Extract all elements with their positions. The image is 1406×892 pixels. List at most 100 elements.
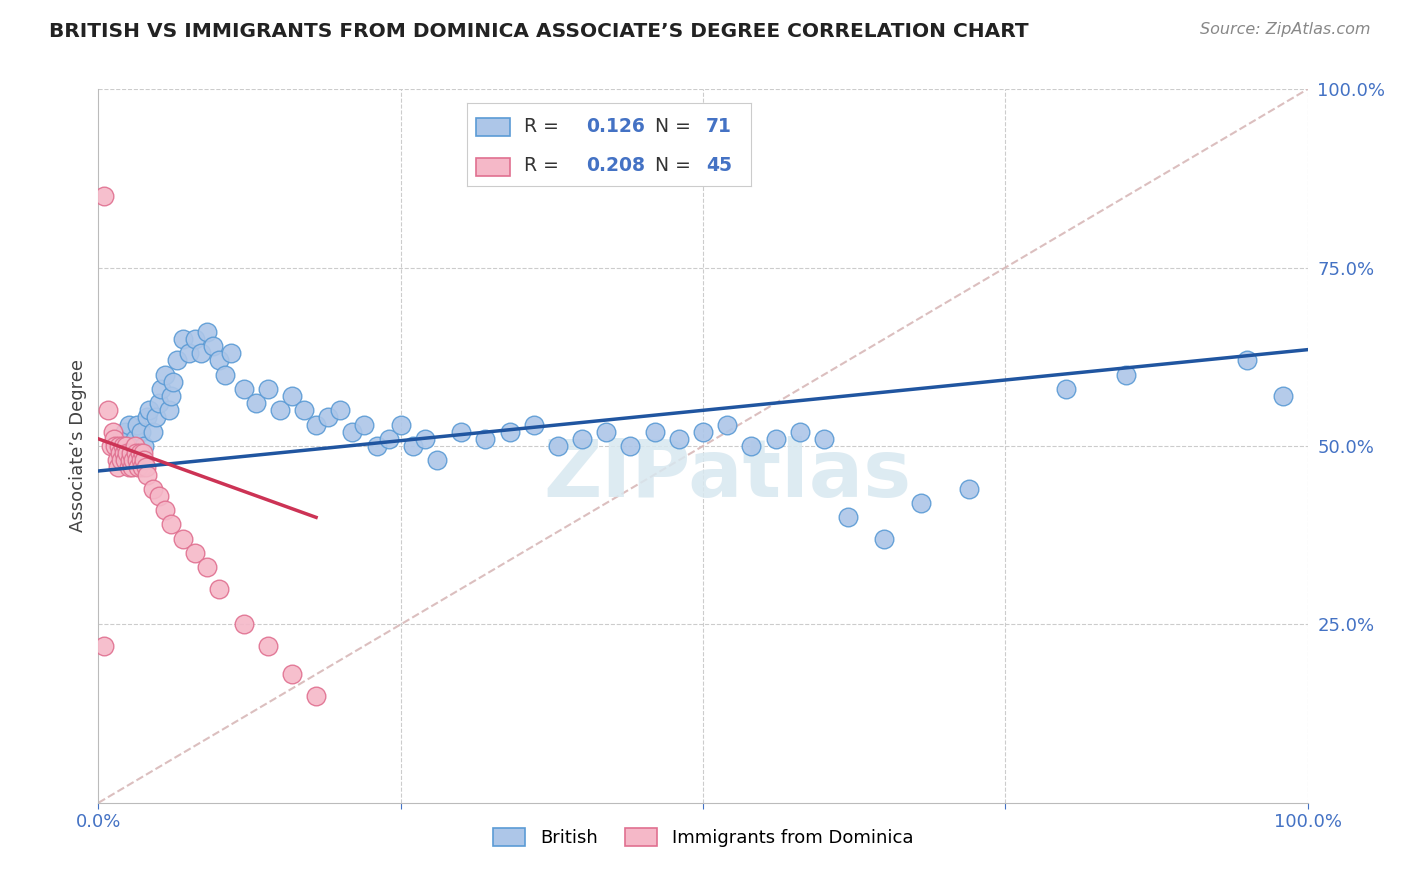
Point — [195, 325, 218, 339]
Point — [692, 425, 714, 439]
Point — [668, 432, 690, 446]
Point — [122, 453, 145, 467]
Point — [108, 439, 131, 453]
Point — [115, 439, 138, 453]
Point — [1272, 389, 1295, 403]
Point — [413, 432, 436, 446]
Point — [571, 432, 593, 446]
Point — [595, 425, 617, 439]
Point — [208, 582, 231, 596]
Point — [110, 453, 132, 467]
Point — [716, 417, 738, 432]
Point — [232, 382, 254, 396]
Point — [111, 446, 134, 460]
Point — [342, 425, 364, 439]
Point — [132, 446, 155, 460]
Point — [138, 403, 160, 417]
Point — [426, 453, 449, 467]
Point — [131, 460, 153, 475]
Y-axis label: Associate’s Degree: Associate’s Degree — [69, 359, 87, 533]
Point — [120, 446, 142, 460]
Point — [256, 382, 278, 396]
Point — [148, 396, 170, 410]
Point — [740, 439, 762, 453]
Point — [1054, 382, 1077, 396]
Point — [135, 467, 157, 482]
Point — [121, 439, 143, 453]
Point — [353, 417, 375, 432]
Point — [157, 403, 180, 417]
Point — [366, 439, 388, 453]
Point — [127, 453, 149, 467]
Point — [114, 425, 136, 439]
Point — [97, 403, 120, 417]
Point — [910, 496, 932, 510]
Point — [184, 332, 207, 346]
Point — [127, 460, 149, 475]
Point — [195, 560, 218, 574]
Point — [389, 417, 412, 432]
Point — [316, 410, 339, 425]
Point — [107, 460, 129, 475]
Point — [135, 460, 157, 475]
Point — [142, 425, 165, 439]
Point — [93, 639, 115, 653]
Point — [474, 432, 496, 446]
Point — [117, 446, 139, 460]
Point — [108, 432, 131, 446]
Point — [1115, 368, 1137, 382]
Point — [108, 446, 131, 460]
Point — [523, 417, 546, 432]
Point — [450, 425, 472, 439]
Point — [118, 460, 141, 475]
Point — [93, 189, 115, 203]
Point — [305, 689, 328, 703]
Point — [111, 439, 134, 453]
Point — [128, 446, 150, 460]
Point — [166, 353, 188, 368]
Point — [245, 396, 267, 410]
Point — [221, 346, 243, 360]
Point — [172, 532, 194, 546]
Point — [134, 453, 156, 467]
Point — [118, 417, 141, 432]
Point — [129, 453, 152, 467]
Point — [124, 439, 146, 453]
Point — [145, 410, 167, 425]
Point — [134, 439, 156, 453]
Point — [957, 482, 980, 496]
Point — [232, 617, 254, 632]
Text: Source: ZipAtlas.com: Source: ZipAtlas.com — [1201, 22, 1371, 37]
Text: BRITISH VS IMMIGRANTS FROM DOMINICA ASSOCIATE’S DEGREE CORRELATION CHART: BRITISH VS IMMIGRANTS FROM DOMINICA ASSO… — [49, 22, 1029, 41]
Point — [202, 339, 225, 353]
Point — [214, 368, 236, 382]
Point — [765, 432, 787, 446]
Point — [292, 403, 315, 417]
Point — [837, 510, 859, 524]
Point — [124, 432, 146, 446]
Point — [114, 453, 136, 467]
Point — [1236, 353, 1258, 368]
Point — [153, 368, 176, 382]
Point — [377, 432, 399, 446]
Point — [789, 425, 811, 439]
Point — [135, 410, 157, 425]
Point — [142, 482, 165, 496]
Point — [402, 439, 425, 453]
Point — [172, 332, 194, 346]
Point — [101, 425, 124, 439]
Point — [100, 439, 122, 453]
Point — [256, 639, 278, 653]
Point — [184, 546, 207, 560]
Point — [179, 346, 201, 360]
Legend: British, Immigrants from Dominica: British, Immigrants from Dominica — [485, 822, 921, 855]
Point — [160, 389, 183, 403]
Point — [150, 382, 173, 396]
Point — [873, 532, 896, 546]
Point — [127, 417, 149, 432]
Point — [103, 432, 125, 446]
Point — [547, 439, 569, 453]
Point — [813, 432, 835, 446]
Point — [281, 667, 304, 681]
Point — [160, 517, 183, 532]
